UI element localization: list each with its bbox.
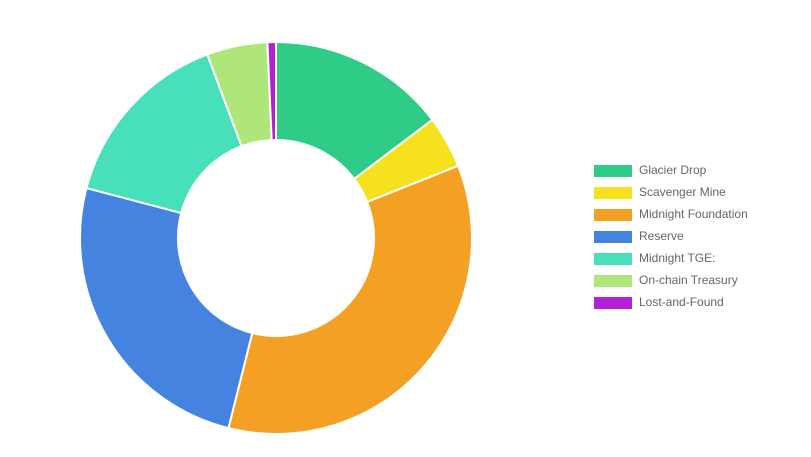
legend-label: Reserve xyxy=(639,229,684,243)
legend-swatch xyxy=(594,231,632,243)
slice xyxy=(79,186,254,430)
legend-swatch xyxy=(594,209,632,221)
legend-label: Glacier Drop xyxy=(639,163,707,177)
slice xyxy=(227,164,473,435)
legend-label: On-chain Treasury xyxy=(639,273,738,287)
legend-swatch xyxy=(594,187,632,199)
legend-label: Midnight TGE: xyxy=(639,251,715,265)
legend-swatch xyxy=(594,297,632,309)
legend-swatch xyxy=(594,165,632,177)
slice xyxy=(266,40,277,142)
legend-swatch xyxy=(594,253,632,265)
slice xyxy=(85,53,243,215)
legend-label: Lost-and-Found xyxy=(639,295,724,309)
slice xyxy=(275,40,434,181)
legend-swatch xyxy=(594,275,632,287)
legend-label: Scavenger Mine xyxy=(639,185,726,199)
legend-label: Midnight Foundation xyxy=(639,207,748,221)
